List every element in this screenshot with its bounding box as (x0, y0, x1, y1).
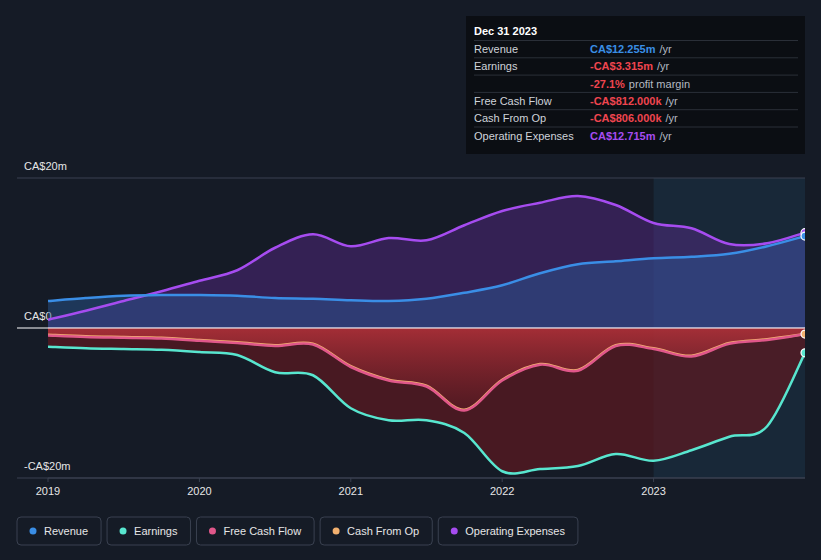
legend-box (320, 517, 432, 545)
tooltip-sep (474, 127, 798, 128)
legend-swatch (451, 528, 458, 535)
y-tick-label: -CA$20m (24, 460, 70, 472)
tooltip-value: -CA$806.000k (590, 112, 662, 124)
tooltip-sep (474, 109, 798, 110)
tooltip-sep (474, 40, 798, 41)
tooltip-value: -27.1% (590, 78, 625, 90)
plot-area (48, 196, 805, 474)
tooltip-unit: /yr (666, 95, 679, 107)
tooltip-value: CA$12.715m (590, 130, 656, 142)
tooltip-value: -CA$812.000k (590, 95, 662, 107)
legend-item: Revenue (17, 517, 101, 545)
series-line (48, 347, 805, 474)
x-tick-label: 2019 (36, 485, 60, 497)
grid-line (17, 328, 805, 329)
end-marker (801, 349, 805, 357)
tooltip-unit: /yr (657, 60, 670, 72)
zero-line (48, 328, 805, 329)
tooltip-unit: /yr (659, 43, 672, 55)
x-axis (48, 478, 805, 479)
x-tick (48, 478, 49, 482)
tooltip-sep (474, 92, 798, 93)
tooltip-value: CA$12.255m (590, 43, 656, 55)
legend-item: Cash From Op (320, 517, 432, 545)
end-marker (801, 330, 805, 338)
legend-box (107, 517, 190, 545)
series-area (48, 328, 805, 474)
legend-box (438, 517, 578, 545)
y-tick-label: CA$20m (24, 160, 67, 172)
tooltip-label: Earnings (474, 60, 518, 72)
series-line (48, 334, 805, 410)
series-area (48, 236, 805, 328)
series-line (48, 196, 805, 320)
tooltip-sep (474, 57, 798, 58)
grid-line (17, 478, 805, 479)
legend-swatch (209, 528, 216, 535)
tooltip-label: Cash From Op (474, 112, 546, 124)
legend-label: Earnings (134, 525, 178, 537)
tooltip-label: Operating Expenses (474, 130, 574, 142)
chart: -CA$20m CA$0 CA$20m 2019 2020 2021 2022 2023 Dec… (0, 0, 821, 560)
legend-label: Operating Expenses (465, 525, 565, 537)
x-tick-label: 2021 (339, 485, 363, 497)
tooltip-box (466, 16, 805, 154)
tooltip-label: Free Cash Flow (474, 95, 552, 107)
legend-swatch (30, 528, 37, 535)
legend-item: Earnings (107, 517, 190, 545)
x-tick-label: 2023 (641, 485, 665, 497)
y-tick-label: CA$0 (24, 310, 52, 322)
tooltip-unit: /yr (659, 130, 672, 142)
series-line (48, 236, 805, 301)
series-area (48, 196, 805, 328)
legend-item: Operating Expenses (438, 517, 578, 545)
x-tick (502, 478, 503, 482)
tooltip-date: Dec 31 2023 (474, 25, 537, 37)
grid-line (17, 178, 805, 179)
tooltip-sep (474, 75, 798, 76)
x-tick-label: 2020 (187, 485, 211, 497)
legend-label: Free Cash Flow (223, 525, 301, 537)
legend-box (196, 517, 314, 545)
tooltip-label: Revenue (474, 43, 518, 55)
legend-swatch (120, 528, 127, 535)
tooltip-unit: profit margin (629, 78, 690, 90)
legend-box (17, 517, 101, 545)
legend-label: Cash From Op (347, 525, 419, 537)
x-tick (350, 478, 351, 482)
end-marker (801, 232, 805, 240)
tooltip-value: -CA$3.315m (590, 60, 653, 72)
x-tick-label: 2022 (490, 485, 514, 497)
x-tick (199, 478, 200, 482)
x-tick (653, 478, 654, 482)
series-area (48, 328, 805, 410)
legend-label: Revenue (44, 525, 88, 537)
tooltip-unit: /yr (666, 112, 679, 124)
legend-item: Free Cash Flow (196, 517, 314, 545)
series-line (48, 334, 805, 410)
legend-swatch (333, 528, 340, 535)
